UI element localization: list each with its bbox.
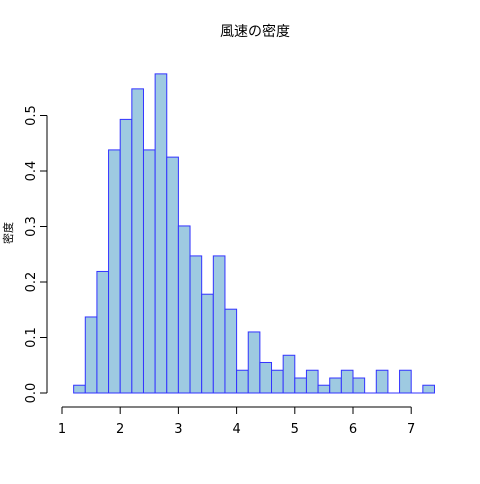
histogram-bar [119,118,133,394]
x-tick-label: 1 [58,422,66,437]
y-tick-label: 0.0 [24,383,39,404]
histogram-bar [294,377,307,394]
histogram-bar [317,384,331,394]
histogram-bar [236,369,249,394]
y-axis: 0.0 0.1 0.2 0.3 0.4 0.5 [24,105,48,404]
histogram-bar [73,384,86,394]
histogram-bar [352,377,366,394]
histogram-bar [259,361,273,394]
histogram-bar [224,308,238,394]
x-tick-label: 4 [232,422,240,437]
x-axis: 1 2 3 4 5 6 7 [58,406,415,437]
y-tick-label: 0.3 [24,216,39,237]
x-tick-label: 3 [174,422,182,437]
chart-title: 風速の密度 [220,23,290,40]
histogram-bar [340,369,354,394]
x-tick-label: 2 [116,422,124,437]
histogram-bar [422,384,435,394]
histogram-bar [84,316,98,394]
histogram-bar [166,156,179,394]
histogram-bar [131,88,144,394]
bars-group [73,73,435,394]
histogram-bar [247,331,261,394]
y-tick-label: 0.4 [24,161,39,182]
histogram-bar [399,369,412,394]
y-tick-label: 0.5 [24,105,39,126]
histogram-bar [142,149,156,394]
x-tick-label: 7 [407,422,415,437]
histogram-bar [189,255,203,394]
histogram-bar [201,293,214,394]
histogram-bar [96,270,110,394]
histogram-bar [271,369,284,394]
histogram-bar [305,369,319,394]
histogram-bar [108,149,121,394]
y-tick-label: 0.2 [24,272,39,293]
histogram-bar [329,377,342,394]
histogram-bar [282,354,296,394]
y-axis-label: 密度 [1,222,15,244]
x-tick-label: 5 [291,422,299,437]
histogram-bar [177,225,191,394]
histogram-bar [375,369,389,394]
y-tick-label: 0.1 [24,327,39,348]
histogram-bar [212,255,226,394]
histogram-bar [154,73,168,394]
x-tick-label: 6 [349,422,357,437]
